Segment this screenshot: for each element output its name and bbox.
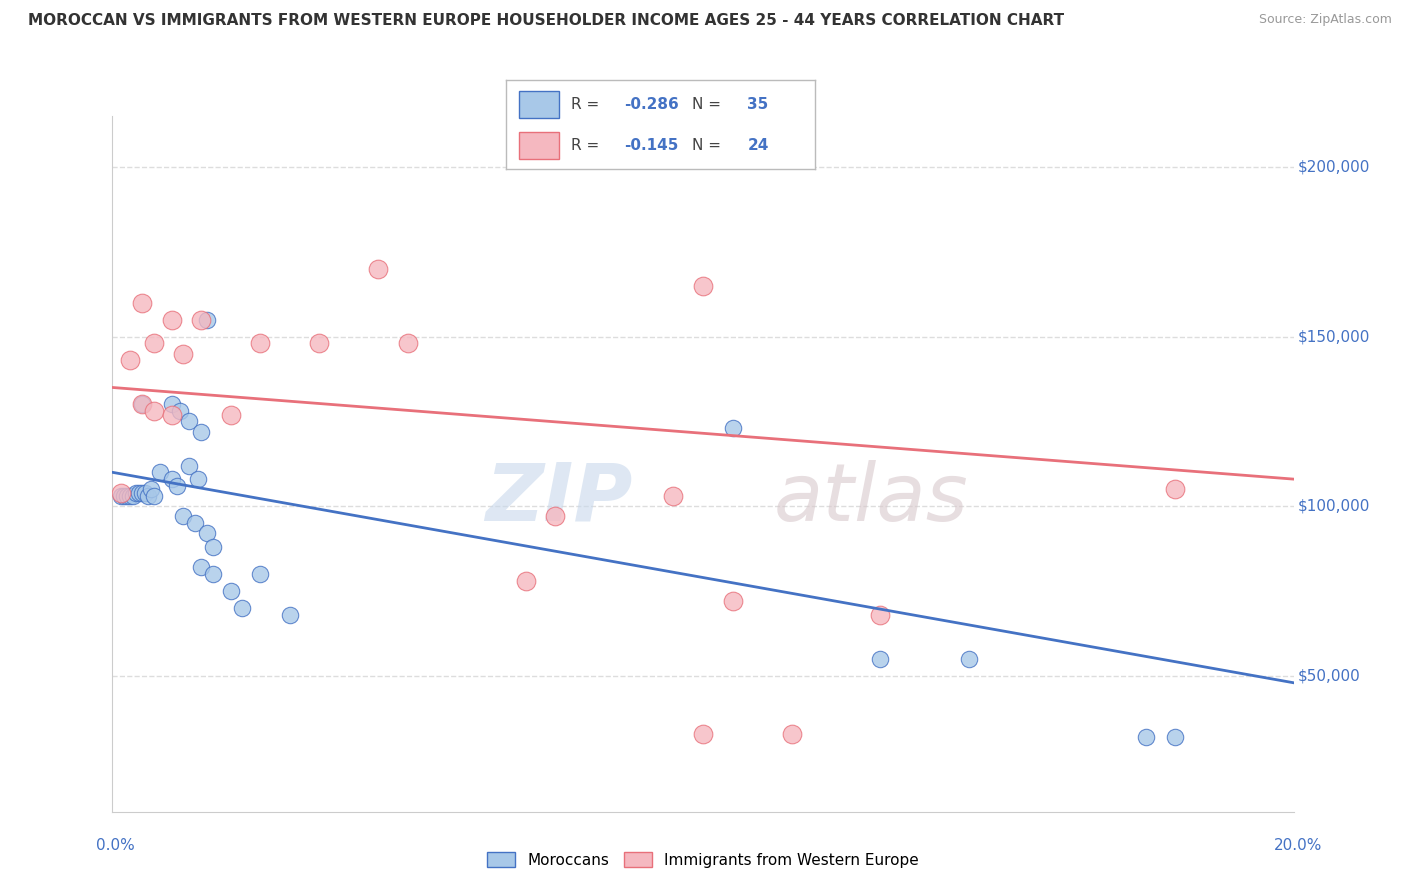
- Point: [131, 397, 153, 411]
- Point: [134, 485, 156, 500]
- Point: [187, 472, 209, 486]
- Text: ZIP: ZIP: [485, 459, 633, 538]
- Point: [112, 489, 135, 503]
- Point: [120, 353, 142, 368]
- Point: [117, 489, 138, 503]
- Point: [122, 489, 145, 503]
- Point: [957, 652, 980, 666]
- Point: [367, 261, 389, 276]
- Point: [131, 295, 153, 310]
- Text: -0.145: -0.145: [624, 138, 678, 153]
- Point: [780, 726, 803, 740]
- Point: [110, 489, 132, 503]
- Point: [1164, 730, 1187, 744]
- Point: [219, 584, 242, 599]
- Point: [308, 336, 330, 351]
- Text: $100,000: $100,000: [1298, 499, 1371, 514]
- Point: [662, 489, 685, 503]
- Point: [396, 336, 419, 351]
- Point: [172, 346, 194, 360]
- Point: [139, 483, 162, 497]
- Point: [184, 516, 207, 531]
- Text: R =: R =: [571, 138, 605, 153]
- Point: [231, 601, 253, 615]
- Point: [190, 560, 212, 574]
- Point: [869, 607, 891, 622]
- Text: 24: 24: [748, 138, 769, 153]
- Text: $50,000: $50,000: [1298, 668, 1361, 683]
- Point: [249, 567, 271, 582]
- Point: [692, 278, 714, 293]
- Text: R =: R =: [571, 97, 605, 112]
- Text: MOROCCAN VS IMMIGRANTS FROM WESTERN EUROPE HOUSEHOLDER INCOME AGES 25 - 44 YEARS: MOROCCAN VS IMMIGRANTS FROM WESTERN EURO…: [28, 13, 1064, 29]
- Point: [692, 726, 714, 740]
- Point: [160, 408, 183, 422]
- Point: [160, 312, 183, 326]
- Text: $200,000: $200,000: [1298, 160, 1371, 174]
- Text: 20.0%: 20.0%: [1274, 838, 1322, 853]
- Point: [179, 458, 201, 473]
- Legend: Moroccans, Immigrants from Western Europe: Moroccans, Immigrants from Western Europ…: [481, 846, 925, 873]
- Text: Source: ZipAtlas.com: Source: ZipAtlas.com: [1258, 13, 1392, 27]
- Point: [172, 509, 194, 524]
- Point: [110, 485, 132, 500]
- Point: [190, 312, 212, 326]
- Point: [1135, 730, 1157, 744]
- Point: [201, 567, 224, 582]
- Text: 0.0%: 0.0%: [96, 838, 135, 853]
- Point: [131, 485, 153, 500]
- Point: [120, 489, 142, 503]
- Point: [142, 336, 165, 351]
- Text: N =: N =: [692, 138, 725, 153]
- Point: [219, 408, 242, 422]
- Point: [1164, 483, 1187, 497]
- Text: $150,000: $150,000: [1298, 329, 1371, 344]
- Text: 35: 35: [748, 97, 769, 112]
- Point: [201, 540, 224, 554]
- Point: [142, 404, 165, 418]
- Text: N =: N =: [692, 97, 725, 112]
- Point: [249, 336, 271, 351]
- Point: [190, 425, 212, 439]
- Point: [166, 479, 188, 493]
- Text: atlas: atlas: [773, 459, 969, 538]
- Point: [128, 485, 150, 500]
- Point: [149, 466, 172, 480]
- Point: [721, 594, 744, 608]
- Point: [515, 574, 537, 588]
- Point: [125, 485, 148, 500]
- Point: [195, 526, 218, 541]
- Point: [721, 421, 744, 435]
- Point: [136, 489, 159, 503]
- Point: [179, 414, 201, 428]
- Point: [869, 652, 891, 666]
- Text: -0.286: -0.286: [624, 97, 679, 112]
- Point: [160, 397, 183, 411]
- Point: [169, 404, 191, 418]
- Point: [131, 397, 153, 411]
- FancyBboxPatch shape: [519, 132, 558, 159]
- FancyBboxPatch shape: [519, 91, 558, 118]
- Point: [160, 472, 183, 486]
- Point: [278, 607, 301, 622]
- Point: [544, 509, 567, 524]
- Point: [142, 489, 165, 503]
- Point: [195, 312, 218, 326]
